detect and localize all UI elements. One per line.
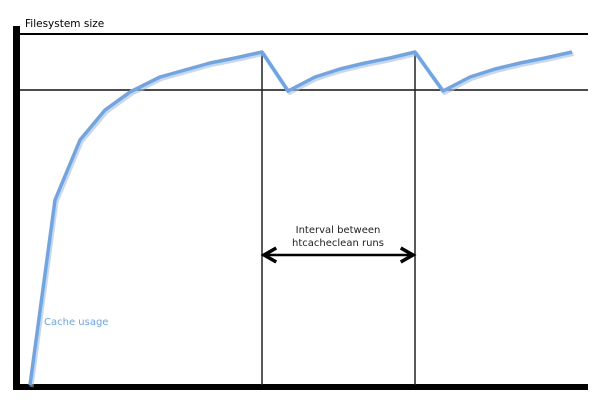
x-axis [13,384,588,390]
interval-label-line1: Interval between [296,225,381,236]
y-axis-label: Filesystem size [25,18,104,30]
cache-usage-line [28,50,573,386]
cache-usage-shadow [29,52,574,388]
interval-label-line2: htcacheclean runs [292,238,384,249]
y-axis [13,26,20,390]
cache-usage-label: Cache usage [44,317,108,328]
